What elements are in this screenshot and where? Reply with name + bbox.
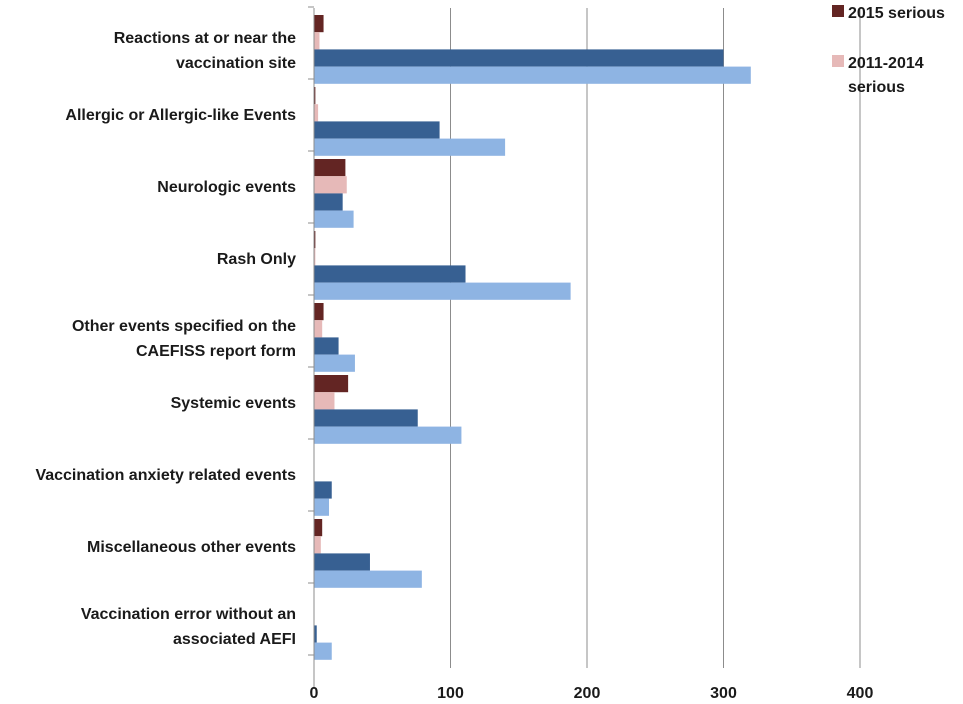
category-label-8: Miscellaneous other events xyxy=(87,539,296,556)
bar-2-2015-non-serious xyxy=(314,121,440,139)
category-label-5-line-2: CAEFISS report form xyxy=(136,343,296,360)
category-label-1-line-2: vaccination site xyxy=(176,55,296,72)
bar-5-2011-2014-serious xyxy=(314,320,323,338)
bar-1-2011-2014-non-serious xyxy=(314,66,751,84)
category-label-2: Allergic or Allergic-like Events xyxy=(65,107,296,124)
legend-swatch-1 xyxy=(832,5,844,17)
category-label-7: Vaccination anxiety related events xyxy=(35,467,296,484)
category-label-9-line-1: Vaccination error without an xyxy=(81,606,296,623)
bar-5-2015-non-serious xyxy=(314,337,339,355)
bar-1-2015-non-serious xyxy=(314,49,724,67)
legend: 2015 serious 2011-2014 serious xyxy=(832,5,945,96)
bar-1-2015-serious xyxy=(314,15,324,33)
x-tick-0: 0 xyxy=(310,685,319,702)
gridlines xyxy=(450,8,861,668)
bar-3-2011-2014-serious xyxy=(314,176,347,194)
legend-label-2-line-2: serious xyxy=(848,79,905,96)
bar-4-2015-non-serious xyxy=(314,265,466,283)
bar-8-2011-2014-serious xyxy=(314,536,321,554)
bar-2-2011-2014-serious xyxy=(314,104,319,122)
legend-label-1: 2015 serious xyxy=(848,5,945,22)
bar-5-2011-2014-non-serious xyxy=(314,354,355,372)
bar-2-2011-2014-non-serious xyxy=(314,138,506,156)
bar-6-2011-2014-serious xyxy=(314,392,335,410)
x-tick-200: 200 xyxy=(574,685,601,702)
axes xyxy=(308,6,315,688)
bar-3-2011-2014-non-serious xyxy=(314,210,354,228)
category-label-1-line-1: Reactions at or near the xyxy=(114,30,296,47)
bar-9-2015-non-serious xyxy=(314,625,317,643)
legend-label-2-line-1: 2011-2014 xyxy=(848,55,924,72)
bars xyxy=(314,15,751,660)
x-tick-labels: 0 100 200 300 400 xyxy=(310,685,874,702)
category-label-6: Systemic events xyxy=(171,395,297,412)
category-label-5-line-1: Other events specified on the xyxy=(72,318,296,335)
bar-4-2011-2014-non-serious xyxy=(314,282,571,300)
x-tick-100: 100 xyxy=(437,685,464,702)
bar-7-2015-non-serious xyxy=(314,481,332,499)
category-label-3: Neurologic events xyxy=(157,179,296,196)
bar-4-2015-serious xyxy=(314,231,316,249)
bar-6-2015-serious xyxy=(314,375,349,393)
bar-8-2011-2014-non-serious xyxy=(314,570,422,588)
bar-8-2015-serious xyxy=(314,519,323,537)
bar-6-2011-2014-non-serious xyxy=(314,426,462,444)
bar-3-2015-non-serious xyxy=(314,193,343,211)
bar-4-2011-2014-serious xyxy=(314,248,316,266)
bar-1-2011-2014-serious xyxy=(314,32,320,50)
bar-9-2011-2014-non-serious xyxy=(314,642,332,660)
category-label-4: Rash Only xyxy=(217,251,296,268)
x-tick-300: 300 xyxy=(710,685,737,702)
x-tick-400: 400 xyxy=(847,685,874,702)
bar-8-2015-non-serious xyxy=(314,553,370,571)
bar-5-2015-serious xyxy=(314,303,324,321)
category-label-9-line-2: associated AEFI xyxy=(173,631,296,648)
legend-swatch-2 xyxy=(832,55,844,67)
bar-7-2011-2014-non-serious xyxy=(314,498,330,516)
bar-2-2015-serious xyxy=(314,87,316,105)
category-labels: Reactions at or near the vaccination site… xyxy=(35,30,296,648)
bar-6-2015-non-serious xyxy=(314,409,418,427)
bar-3-2015-serious xyxy=(314,159,346,177)
